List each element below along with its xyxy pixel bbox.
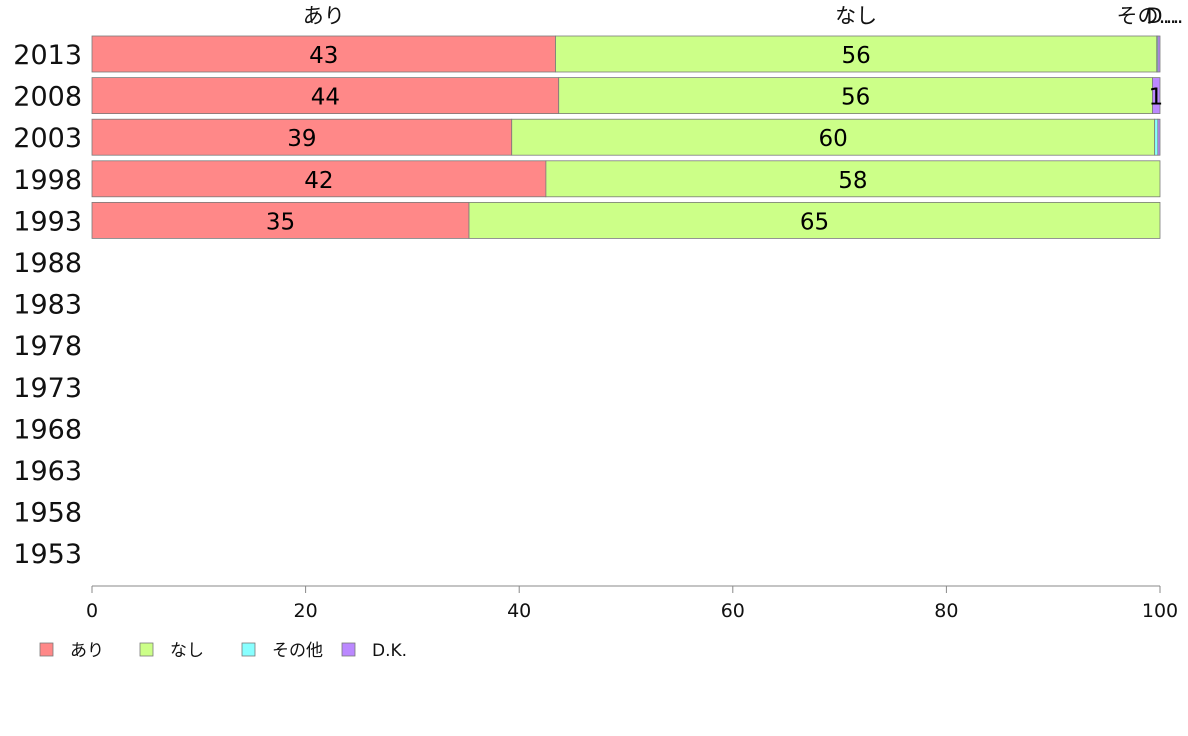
data-label: 1 (1149, 85, 1164, 111)
bar-segment (91, 160, 547, 198)
data-label: 56 (842, 43, 871, 69)
bar-segment (91, 201, 470, 239)
x-tick-label: 0 (86, 600, 98, 622)
top-label-2: その… (1117, 4, 1180, 28)
y-tick-label: 1963 (13, 456, 82, 487)
bar-segment (1152, 77, 1161, 114)
x-tick-label: 100 (1142, 600, 1178, 622)
bar-segment (91, 35, 556, 73)
x-tick-label: 80 (934, 600, 958, 622)
y-tick-label: 2013 (13, 40, 82, 71)
bar-segment (545, 160, 1161, 198)
data-label: 65 (800, 209, 829, 235)
y-tick-label: 1958 (13, 498, 82, 529)
x-tick-label: 40 (507, 600, 531, 622)
y-tick-label: 1968 (13, 414, 82, 445)
bar-segment (1154, 118, 1159, 156)
data-label: 58 (838, 168, 867, 194)
data-label: 35 (266, 209, 295, 235)
y-tick-label: 1988 (13, 248, 82, 279)
data-label: 44 (311, 85, 340, 111)
legend: あり なし その他 D.K. (39, 641, 407, 661)
y-tick-label: 1998 (13, 165, 82, 196)
bar-segment (1157, 118, 1161, 156)
top-label-1: なし (835, 4, 877, 28)
legend-label: なし (170, 641, 204, 661)
legend-label: その他 (272, 641, 323, 661)
y-tick-label: 1993 (13, 206, 82, 237)
bar-segment (1157, 35, 1161, 73)
legend-label: D.K. (372, 641, 407, 661)
data-label: 43 (309, 43, 338, 69)
data-label: 56 (841, 85, 870, 111)
x-tick-label: 60 (721, 600, 745, 622)
legend-swatch (39, 642, 54, 657)
y-tick-label: 1953 (13, 539, 82, 570)
x-axis: 0 20 40 60 80 100 (86, 585, 1178, 622)
y-axis: 2013 2008 2003 1998 1993 1988 1983 1978 1973 1968… (13, 40, 82, 570)
data-label: 42 (304, 168, 333, 194)
bar-segment (511, 118, 1156, 156)
y-tick-label: 1973 (13, 373, 82, 404)
y-tick-label: 1978 (13, 331, 82, 362)
y-tick-label: 1983 (13, 290, 82, 321)
data-label: 39 (287, 126, 316, 152)
legend-swatch (139, 642, 154, 657)
top-label-3: D… (1146, 4, 1183, 28)
y-tick-label: 2008 (13, 82, 82, 113)
bar-segment (468, 201, 1161, 239)
top-label-0: あり (303, 4, 345, 28)
bar-segment (91, 118, 513, 156)
legend-swatch (241, 642, 256, 657)
bar-segment (558, 77, 1153, 114)
bar-segment (555, 35, 1158, 73)
legend-swatch (341, 642, 356, 657)
bar-segment (91, 77, 560, 114)
bars: 43 56 44 56 1 39 60 42 58 35 65 (91, 35, 1164, 239)
y-tick-label: 2003 (13, 123, 82, 154)
top-series-labels: あり なし その…D… (303, 4, 1184, 28)
legend-label: あり (70, 641, 104, 661)
data-label: 60 (819, 126, 848, 152)
x-tick-label: 20 (294, 600, 318, 622)
